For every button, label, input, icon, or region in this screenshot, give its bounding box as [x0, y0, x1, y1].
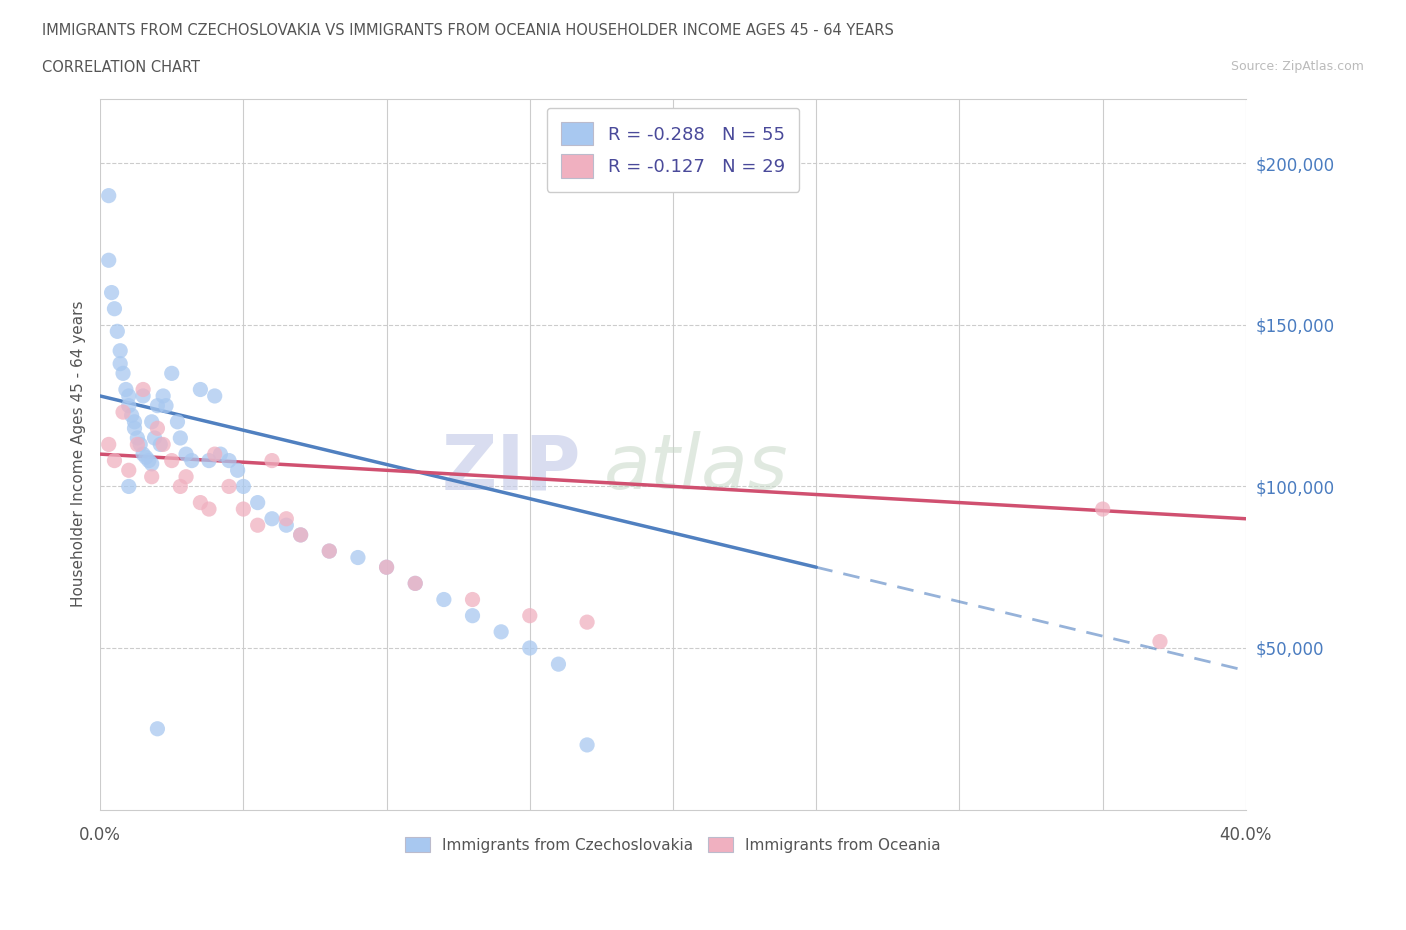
Point — [209, 446, 232, 461]
Point — [404, 576, 426, 591]
Point — [118, 479, 141, 494]
Point — [121, 408, 143, 423]
Point — [204, 389, 226, 404]
Point — [1091, 501, 1114, 516]
Text: atlas: atlas — [605, 432, 789, 505]
Point — [105, 324, 128, 339]
Point — [143, 431, 166, 445]
Point — [190, 495, 212, 510]
Point — [276, 512, 298, 526]
Point — [519, 608, 541, 623]
Point — [232, 479, 254, 494]
Point — [260, 453, 283, 468]
Text: IMMIGRANTS FROM CZECHOSLOVAKIA VS IMMIGRANTS FROM OCEANIA HOUSEHOLDER INCOME AGE: IMMIGRANTS FROM CZECHOSLOVAKIA VS IMMIGR… — [42, 23, 894, 38]
Point — [97, 253, 120, 268]
Point — [103, 453, 125, 468]
Point — [124, 421, 146, 436]
Point — [246, 518, 269, 533]
Point — [433, 592, 456, 607]
Point — [169, 479, 191, 494]
Point — [146, 421, 169, 436]
Point — [141, 470, 163, 485]
Point — [149, 437, 172, 452]
Point — [232, 501, 254, 516]
Point — [115, 382, 138, 397]
Point — [132, 382, 155, 397]
Point — [108, 356, 131, 371]
Point — [218, 453, 240, 468]
Point — [160, 453, 183, 468]
Point — [129, 437, 152, 452]
Point — [166, 415, 188, 430]
Point — [246, 495, 269, 510]
Point — [174, 470, 197, 485]
Point — [204, 446, 226, 461]
Text: Source: ZipAtlas.com: Source: ZipAtlas.com — [1230, 60, 1364, 73]
Point — [347, 550, 370, 565]
Point — [576, 615, 599, 630]
Point — [100, 286, 122, 300]
Point — [160, 365, 183, 380]
Point — [1149, 634, 1171, 649]
Text: ZIP: ZIP — [441, 432, 581, 505]
Point — [146, 722, 169, 737]
Point — [169, 431, 191, 445]
Point — [132, 446, 155, 461]
Point — [127, 437, 149, 452]
Point — [135, 450, 157, 465]
Legend: Immigrants from Czechoslovakia, Immigrants from Oceania: Immigrants from Czechoslovakia, Immigran… — [399, 830, 946, 858]
Point — [152, 437, 174, 452]
Point — [118, 389, 141, 404]
Point — [276, 518, 298, 533]
Point — [152, 389, 174, 404]
Point — [118, 398, 141, 413]
Point — [375, 560, 398, 575]
Point — [576, 737, 599, 752]
Point — [127, 431, 149, 445]
Point — [226, 463, 249, 478]
Point — [198, 453, 221, 468]
Point — [97, 437, 120, 452]
Point — [489, 624, 512, 639]
Point — [108, 343, 131, 358]
Point — [155, 398, 177, 413]
Point — [190, 382, 212, 397]
Point — [290, 527, 312, 542]
Y-axis label: Householder Income Ages 45 - 64 years: Householder Income Ages 45 - 64 years — [72, 301, 86, 607]
Point — [118, 463, 141, 478]
Point — [519, 641, 541, 656]
Point — [260, 512, 283, 526]
Text: CORRELATION CHART: CORRELATION CHART — [42, 60, 200, 75]
Point — [318, 544, 340, 559]
Point — [198, 501, 221, 516]
Point — [174, 446, 197, 461]
Point — [97, 188, 120, 203]
Point — [318, 544, 340, 559]
Point — [103, 301, 125, 316]
Point — [461, 592, 484, 607]
Point — [180, 453, 202, 468]
Point — [141, 457, 163, 472]
Point — [146, 398, 169, 413]
Point — [375, 560, 398, 575]
Point — [138, 453, 160, 468]
Point — [290, 527, 312, 542]
Point — [218, 479, 240, 494]
Point — [141, 415, 163, 430]
Point — [461, 608, 484, 623]
Point — [547, 657, 569, 671]
Point — [124, 415, 146, 430]
Point — [132, 389, 155, 404]
Point — [404, 576, 426, 591]
Point — [112, 365, 135, 380]
Point — [112, 405, 135, 419]
